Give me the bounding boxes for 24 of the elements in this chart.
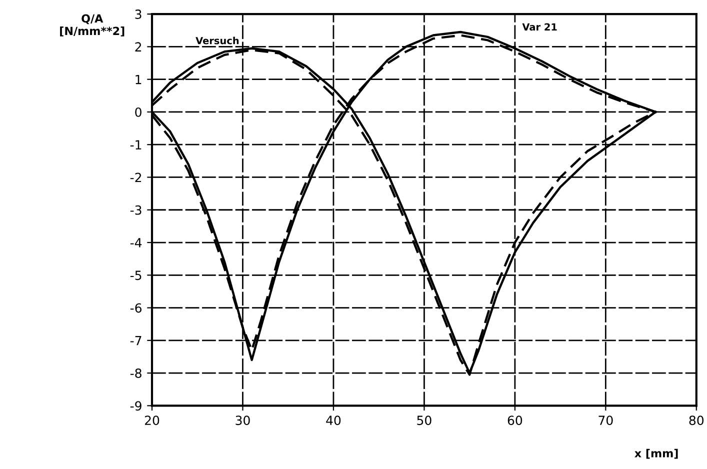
x-tick-label: 30	[236, 416, 250, 426]
y-tick-label: 2	[135, 42, 142, 52]
y-tick-label: -6	[130, 303, 142, 313]
x-tick-label: 70	[598, 416, 613, 426]
x-tick-label: 40	[326, 416, 341, 426]
y-tick-label: -8	[130, 368, 142, 378]
y-tick-label: 0	[135, 107, 142, 117]
y-tick-label: -5	[130, 270, 142, 280]
y-tick-label: -7	[130, 336, 142, 346]
annotation: Var 21	[522, 23, 557, 31]
x-tick-label: 20	[144, 416, 160, 426]
y-axis-title: Q/A [N/mm**2]	[60, 14, 124, 36]
y-tick-label: -1	[130, 140, 142, 150]
y-tick-label: -9	[130, 401, 142, 411]
x-tick-label: 60	[508, 416, 522, 426]
annotation: Versuch	[196, 36, 239, 44]
y-tick-label: 1	[136, 74, 142, 84]
x-axis-title: x [mm]	[634, 448, 678, 459]
y-tick-label: 3	[135, 10, 142, 19]
y-tick-label: -4	[130, 238, 142, 248]
x-tick-label: 50	[417, 416, 432, 426]
y-tick-label: -3	[130, 205, 142, 215]
x-tick-label: 80	[689, 416, 704, 426]
y-tick-label: -2	[130, 172, 142, 182]
